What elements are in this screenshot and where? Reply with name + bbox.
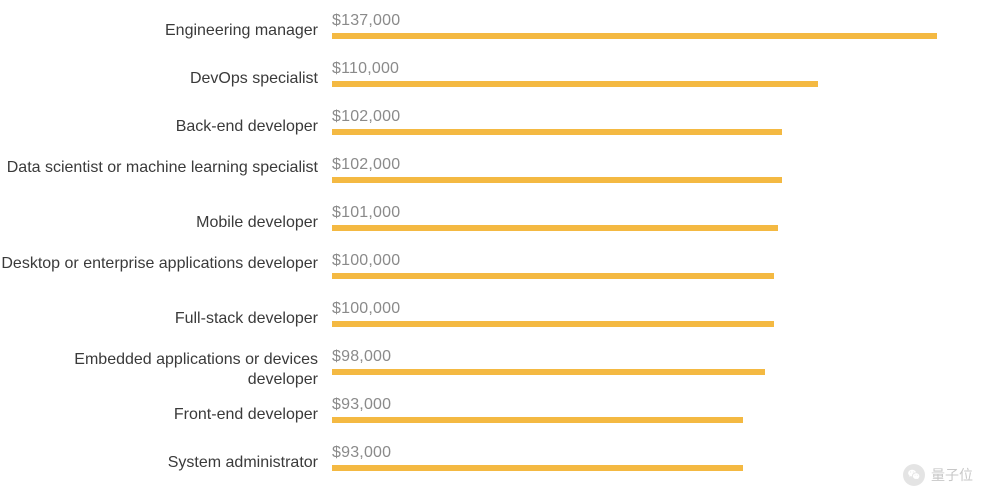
chart-row: Desktop or enterprise applications devel… (0, 252, 987, 296)
chart-row: Mobile developer $101,000 (0, 204, 987, 248)
row-barcell: $102,000 (332, 108, 987, 135)
row-barcell: $102,000 (332, 156, 987, 183)
row-label: Engineering manager (0, 12, 332, 50)
row-bar (332, 369, 765, 375)
row-barcell: $137,000 (332, 12, 987, 39)
row-label: Front-end developer (0, 396, 332, 434)
row-value: $93,000 (332, 444, 951, 462)
row-bar (332, 81, 818, 87)
row-bar (332, 33, 937, 39)
row-value: $100,000 (332, 300, 951, 318)
chart-row: Data scientist or machine learning speci… (0, 156, 987, 200)
row-barcell: $110,000 (332, 60, 987, 87)
row-label: Data scientist or machine learning speci… (0, 156, 332, 194)
chart-row: Front-end developer $93,000 (0, 396, 987, 440)
row-barcell: $93,000 (332, 396, 987, 423)
row-barcell: $100,000 (332, 252, 987, 279)
chart-row: System administrator $93,000 (0, 444, 987, 488)
row-label: DevOps specialist (0, 60, 332, 98)
row-barcell: $100,000 (332, 300, 987, 327)
watermark-text: 量子位 (931, 465, 973, 485)
row-bar (332, 417, 743, 423)
row-label: Full-stack developer (0, 300, 332, 338)
row-bar (332, 321, 774, 327)
row-value: $100,000 (332, 252, 951, 270)
row-bar (332, 177, 782, 183)
row-bar (332, 465, 743, 471)
chart-row: Embedded applications or devices develop… (0, 348, 987, 392)
row-label: Desktop or enterprise applications devel… (0, 252, 332, 290)
row-barcell: $101,000 (332, 204, 987, 231)
salary-bar-chart: Engineering manager $137,000 DevOps spec… (0, 0, 987, 488)
row-value: $102,000 (332, 156, 951, 174)
row-barcell: $98,000 (332, 348, 987, 375)
row-value: $101,000 (332, 204, 951, 222)
row-barcell: $93,000 (332, 444, 987, 471)
row-value: $102,000 (332, 108, 951, 126)
row-label: System administrator (0, 444, 332, 482)
chart-row: DevOps specialist $110,000 (0, 60, 987, 104)
row-bar (332, 273, 774, 279)
chart-row: Engineering manager $137,000 (0, 12, 987, 56)
chart-row: Full-stack developer $100,000 (0, 300, 987, 344)
row-value: $110,000 (332, 60, 951, 78)
watermark: 量子位 (903, 464, 973, 486)
wechat-icon (903, 464, 925, 486)
row-label: Embedded applications or devices develop… (0, 348, 332, 390)
row-bar (332, 225, 778, 231)
row-bar (332, 129, 782, 135)
row-value: $137,000 (332, 12, 951, 30)
chart-row: Back-end developer $102,000 (0, 108, 987, 152)
row-label: Back-end developer (0, 108, 332, 146)
row-label: Mobile developer (0, 204, 332, 242)
row-value: $98,000 (332, 348, 951, 366)
row-value: $93,000 (332, 396, 951, 414)
